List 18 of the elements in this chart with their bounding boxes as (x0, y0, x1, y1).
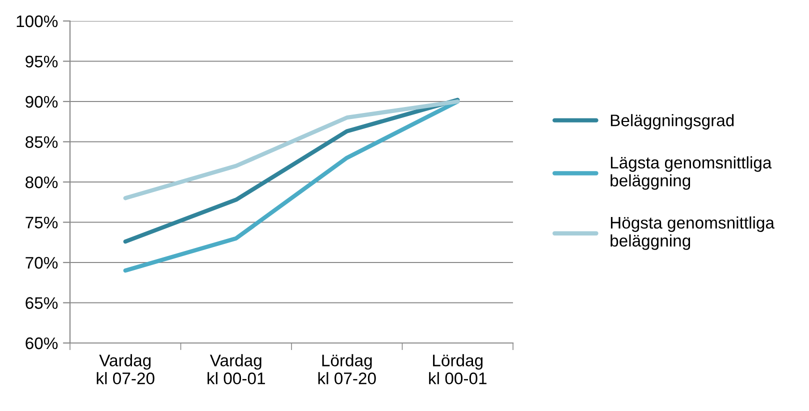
line-series (123, 99, 460, 200)
y-tick-label: 100% (16, 15, 58, 28)
y-tick-label: 80% (26, 176, 58, 188)
x-tick-label: Lördag kl 07-20 (318, 354, 376, 384)
legend-label: Högsta genomsnittliga beläggning (610, 216, 774, 250)
y-tick-label: 90% (26, 96, 58, 108)
x-tick-label: Vardag kl 07-20 (96, 354, 154, 384)
y-tick-label: 95% (26, 56, 58, 68)
y-tick-label: 75% (26, 216, 58, 228)
y-tick-label: 70% (26, 256, 58, 269)
legend-label: Beläggningsgrad (610, 114, 734, 130)
y-tick-label: 65% (26, 297, 58, 309)
y-tick-label: 85% (26, 136, 58, 148)
line-series (123, 98, 460, 244)
x-tick-label: Lördag kl 00-01 (429, 354, 486, 384)
x-tick-label: Vardag kl 00-01 (208, 354, 265, 384)
legend-label: Lägsta genomsnittliga beläggning (610, 156, 772, 190)
y-tick-label: 60% (26, 337, 58, 350)
